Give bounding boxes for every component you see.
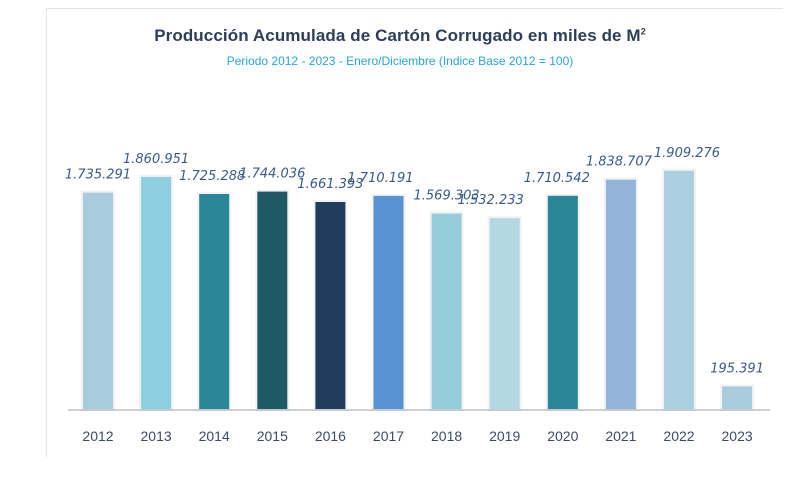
x-tick-2014: 2014 <box>199 428 230 444</box>
chart-title: Producción Acumulada de Cartón Corrugado… <box>154 26 646 45</box>
x-tick-2015: 2015 <box>257 428 288 444</box>
bar-2021 <box>603 177 638 411</box>
bar-2017 <box>371 193 406 411</box>
x-tick-2017: 2017 <box>373 428 404 444</box>
value-label-2014: 1.725.288 <box>179 169 245 184</box>
value-label-2013: 1.860.951 <box>123 152 189 167</box>
x-tick-2016: 2016 <box>315 428 346 444</box>
x-tick-2018: 2018 <box>431 428 462 444</box>
bar-2016 <box>313 200 348 411</box>
x-tick-2019: 2019 <box>489 428 520 444</box>
value-label-2015: 1.744.036 <box>239 167 305 182</box>
bar-2019 <box>487 216 522 411</box>
bar-2018 <box>429 211 464 411</box>
value-label-2023: 195.391 <box>710 361 764 376</box>
bar-2014 <box>197 192 232 411</box>
bar-2020 <box>545 193 580 411</box>
bar-2012 <box>81 190 115 411</box>
x-tick-2022: 2022 <box>663 428 694 444</box>
value-label-2021: 1.838.707 <box>586 155 653 170</box>
value-label-2019: 1.532.233 <box>458 193 524 208</box>
x-tick-2021: 2021 <box>605 428 636 444</box>
x-tick-2020: 2020 <box>547 428 578 444</box>
bar-2022 <box>662 168 696 411</box>
value-label-2022: 1.909.276 <box>654 146 720 161</box>
value-label-2012: 1.735.291 <box>65 168 131 183</box>
bar-2013 <box>139 174 174 411</box>
value-label-2017: 1.710.191 <box>347 171 413 186</box>
x-tick-2013: 2013 <box>141 428 172 444</box>
value-label-2018: 1.569.303 <box>414 189 480 204</box>
chart-subtitle: Periodo 2012 - 2023 - Enero/Diciembre (I… <box>226 54 574 68</box>
bar-2023 <box>720 384 755 411</box>
x-tick-labels: 2012 2013 2014 2015 2016 2017 2018 2019 2020 2021… <box>82 428 752 444</box>
x-tick-2023: 2023 <box>722 428 753 444</box>
bar-2015 <box>255 189 290 411</box>
value-label-2016: 1.661.393 <box>297 177 363 192</box>
value-label-2020: 1.710.542 <box>524 171 590 186</box>
x-tick-2012: 2012 <box>82 428 113 444</box>
bars-group <box>81 168 755 411</box>
